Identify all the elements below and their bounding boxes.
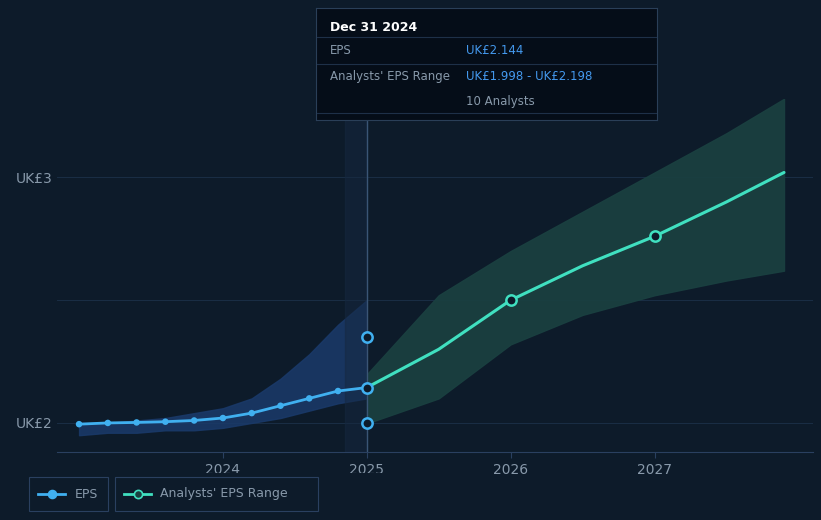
Point — [245, 409, 259, 417]
Point — [274, 401, 287, 410]
Point — [360, 383, 374, 392]
Point — [45, 490, 58, 498]
Text: Analysts' EPS Range: Analysts' EPS Range — [160, 488, 287, 500]
Text: Analysts Forecasts: Analysts Forecasts — [373, 106, 483, 119]
Point — [504, 296, 517, 304]
Point — [101, 419, 114, 427]
Point — [131, 490, 144, 498]
Point — [158, 418, 172, 426]
Text: Analysts' EPS Range: Analysts' EPS Range — [330, 70, 450, 83]
Point — [648, 232, 661, 240]
Point — [360, 333, 374, 341]
Text: UK£2.144: UK£2.144 — [466, 44, 523, 57]
Point — [332, 387, 345, 395]
Point — [187, 417, 200, 425]
Text: UK£1.998 - UK£2.198: UK£1.998 - UK£2.198 — [466, 70, 593, 83]
Text: EPS: EPS — [330, 44, 351, 57]
Text: Dec 31 2024: Dec 31 2024 — [330, 21, 417, 34]
Point — [217, 414, 230, 422]
Text: Actual: Actual — [324, 106, 361, 119]
Point — [130, 418, 143, 426]
Point — [303, 394, 316, 402]
Bar — [345, 99, 367, 452]
Text: EPS: EPS — [75, 488, 98, 500]
Point — [72, 420, 85, 428]
Text: 10 Analysts: 10 Analysts — [466, 95, 534, 108]
Point — [360, 419, 374, 427]
